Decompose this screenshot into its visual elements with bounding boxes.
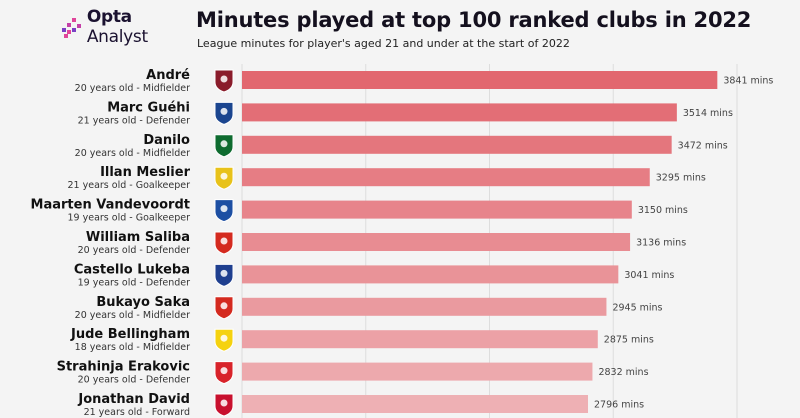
player-name: Castello Lukeba [74,262,190,277]
bar [242,362,593,381]
player-name: Jonathan David [77,392,190,407]
player-info: 19 years old - Defender [78,277,190,288]
player-name: Marc Guéhi [107,100,190,115]
player-name: Jude Bellingham [70,327,190,342]
player-info: 20 years old - Midfielder [75,148,190,159]
bar-value-label: 3041 mins [624,270,674,281]
player-name: Strahinja Erakovic [57,360,190,375]
opta-logo-icon [62,16,81,38]
bar-value-label: 2945 mins [612,302,662,313]
arsenal-crest-icon [214,231,234,255]
player-name: Bukayo Saka [96,295,190,310]
bar [242,168,650,187]
bar-value-label: 3295 mins [656,173,706,184]
genk-crest-icon [214,199,234,223]
bar [242,71,718,89]
player-info: 20 years old - Defender [78,245,190,256]
bar [242,233,631,251]
player-info: 21 years old - Goalkeeper [68,180,191,191]
dortmund-crest-icon [214,328,234,352]
bar-value-label: 3841 mins [723,76,773,87]
bar-value-label: 3150 mins [638,205,688,216]
player-info: 21 years old - Forward [84,407,190,418]
player-name: Danilo [143,133,190,148]
player-name: Maarten Vandevoordt [31,198,190,213]
crystal-palace-crest-icon [214,101,234,125]
bar [242,135,672,154]
opta-analyst-logo: Opta Analyst [62,7,182,47]
red-star-crest-icon [214,361,234,385]
player-info: 20 years old - Midfielder [75,83,190,94]
player-info: 18 years old - Midfielder [75,342,190,353]
bar [242,297,607,316]
player-info: 19 years old - Goalkeeper [68,213,191,224]
bar-value-label: 3136 mins [636,238,686,249]
bar-value-label: 2796 mins [594,400,644,411]
brand-name: Opta Analyst [86,7,148,47]
bar [242,395,589,413]
lille-crest-icon [214,393,234,417]
fluminense-crest-icon [214,69,234,93]
player-info: 20 years old - Midfielder [75,310,190,321]
leeds-crest-icon [214,166,234,190]
bar-value-label: 2875 mins [604,335,654,346]
player-info: 21 years old - Defender [78,115,190,126]
player-name: William Saliba [86,230,190,245]
bar-value-label: 3472 mins [678,140,728,151]
bar [242,200,632,219]
bar [242,330,598,349]
bar-value-label: 2832 mins [598,367,648,378]
player-name: André [146,68,190,83]
player-name: Illan Meslier [100,165,191,180]
palmeiras-crest-icon [214,134,234,158]
player-info: 20 years old - Defender [78,375,190,386]
lyon-crest-icon [214,263,234,287]
chart-subtitle: League minutes for player's aged 21 and … [197,37,570,50]
bar [242,103,677,122]
bar [242,265,619,284]
bar-value-label: 3514 mins [683,108,733,119]
chart-title: Minutes played at top 100 ranked clubs i… [196,8,752,32]
arsenal-crest-icon [214,296,234,320]
